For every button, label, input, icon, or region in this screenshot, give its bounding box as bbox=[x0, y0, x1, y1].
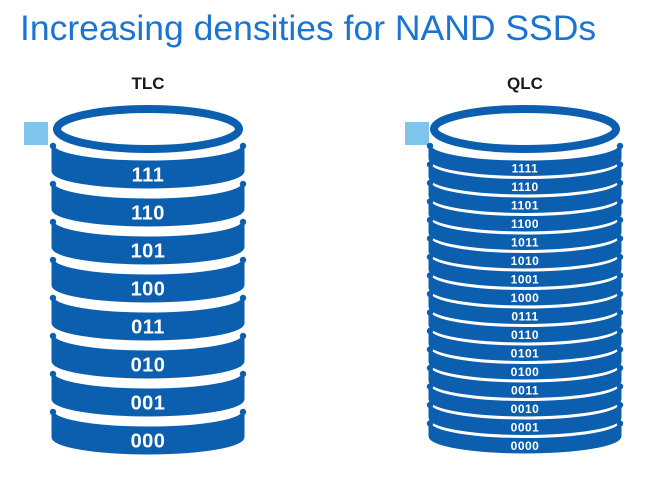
svg-text:010: 010 bbox=[131, 354, 166, 376]
svg-text:0010: 0010 bbox=[511, 402, 540, 416]
svg-text:110: 110 bbox=[131, 202, 165, 224]
svg-text:1110: 1110 bbox=[511, 180, 538, 194]
svg-text:111: 111 bbox=[132, 164, 165, 186]
svg-text:1111: 1111 bbox=[512, 161, 539, 175]
svg-text:1100: 1100 bbox=[511, 217, 539, 231]
svg-text:0110: 0110 bbox=[511, 328, 539, 342]
svg-text:1010: 1010 bbox=[511, 254, 540, 268]
svg-text:0101: 0101 bbox=[511, 346, 540, 360]
svg-text:0000: 0000 bbox=[511, 439, 540, 453]
svg-text:1011: 1011 bbox=[511, 235, 539, 249]
svg-text:011: 011 bbox=[131, 316, 165, 338]
svg-text:1000: 1000 bbox=[511, 291, 540, 305]
svg-text:1001: 1001 bbox=[511, 272, 540, 286]
svg-text:001: 001 bbox=[131, 392, 166, 414]
svg-text:0001: 0001 bbox=[511, 420, 540, 434]
svg-text:100: 100 bbox=[131, 278, 166, 300]
svg-text:101: 101 bbox=[131, 240, 166, 262]
svg-text:1101: 1101 bbox=[511, 198, 539, 212]
svg-text:0100: 0100 bbox=[511, 365, 540, 379]
svg-text:000: 000 bbox=[131, 430, 166, 452]
svg-text:0111: 0111 bbox=[511, 309, 538, 323]
svg-text:0011: 0011 bbox=[511, 383, 539, 397]
